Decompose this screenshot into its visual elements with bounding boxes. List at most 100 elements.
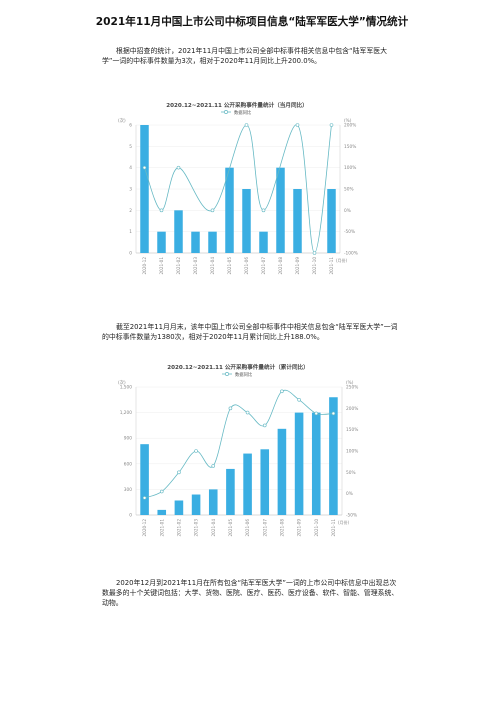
chart-cumulative: 2020.12~2021.11 公开采购事件量统计（累计同比） 数据同比 (次) (…: [112, 360, 364, 540]
x-tick-label: 2021-04: [211, 519, 216, 537]
x-tick-label: 2021-05: [228, 519, 233, 537]
x-axis-unit: (月份): [338, 519, 350, 525]
bar: [294, 412, 304, 515]
x-tick-label: 2021-11: [331, 519, 336, 537]
y-tick-label: 900: [124, 436, 132, 442]
chart-monthly: 2020.12~2021.11 公开采购事件量统计（当月同比） 数据同比 (次) (…: [112, 98, 362, 278]
document-title: 2021年11月中国上市公司中标项目信息“陆军军医大学”情况统计: [95, 16, 409, 28]
x-tick-label: 2021-08: [279, 519, 284, 537]
y-tick-label: 1,200: [120, 410, 133, 416]
x-tick-label: 2021-11: [329, 257, 334, 275]
legend-label: 数据同比: [235, 371, 253, 378]
y2-tick-label: 50%: [346, 470, 356, 476]
legend-label: 数据同比: [234, 109, 252, 116]
y-tick-label: 6: [129, 123, 132, 129]
growth-point: [280, 389, 284, 394]
legend-marker: [224, 110, 228, 114]
x-tick-label: 2021-04: [210, 257, 215, 275]
x-tick-label: 2021-01: [159, 257, 164, 275]
bar: [276, 167, 285, 253]
y2-tick-label: -50%: [346, 513, 357, 519]
y2-tick-label: 200%: [344, 123, 356, 129]
bar: [157, 509, 167, 515]
y2-tick-label: 50%: [344, 187, 354, 193]
y2-tick-label: 0%: [346, 491, 353, 497]
bar: [140, 444, 149, 515]
growth-point: [210, 208, 215, 213]
growth-point: [329, 123, 334, 127]
y2-tick-label: 150%: [346, 427, 358, 433]
legend-marker: [225, 372, 229, 376]
x-tick-label: 2021-09: [297, 519, 302, 537]
y-tick-label: 2: [129, 208, 132, 214]
x-tick-label: 2021-01: [159, 519, 164, 537]
chart-cumulative-title: 2020.12~2021.11 公开采购事件量统计（累计同比）: [167, 365, 309, 371]
left-axis-unit: (次): [118, 379, 126, 386]
growth-point: [211, 464, 216, 468]
growth-point: [331, 411, 336, 416]
bar: [226, 468, 235, 515]
y-tick-label: 3: [129, 187, 132, 193]
bar: [191, 231, 200, 253]
growth-point: [142, 496, 147, 500]
bar: [327, 189, 336, 253]
x-tick-label: 2020-12: [142, 519, 147, 537]
x-tick-label: 2021-05: [227, 257, 232, 275]
x-tick-label: 2021-02: [176, 519, 181, 537]
growth-point: [245, 410, 250, 415]
y-tick-label: 1: [129, 229, 132, 235]
paragraph-1: 根据中招查的统计，2021年11月中国上市公司全部中标事件相关信息中包含“陆军军…: [102, 47, 388, 65]
growth-point: [176, 165, 181, 170]
left-axis-unit: (次): [118, 117, 126, 124]
right-axis-unit: (%): [344, 118, 352, 124]
x-tick-label: 2021-10: [314, 519, 319, 537]
y-tick-label: 300: [124, 487, 132, 493]
bar: [208, 489, 218, 515]
growth-point: [295, 123, 300, 127]
x-tick-label: 2021-09: [295, 257, 300, 275]
growth-point: [228, 406, 233, 411]
growth-point: [314, 411, 319, 416]
growth-point: [297, 397, 301, 402]
bar: [242, 189, 251, 253]
paragraph-3: 2020年12月到2021年11月在所有包含“陆军军医大学”一词的上市公司中标信…: [102, 579, 399, 607]
bar: [260, 449, 270, 515]
bar: [157, 231, 166, 253]
bar: [208, 231, 217, 253]
bar: [259, 231, 268, 253]
chart-monthly-title: 2020.12~2021.11 公开采购事件量统计（当月同比）: [166, 103, 308, 109]
y2-tick-label: 250%: [346, 385, 358, 391]
growth-point: [177, 470, 181, 475]
bar: [174, 210, 183, 253]
growth-point: [244, 123, 249, 127]
chart-monthly-svg: 数据同比 (次) (%) 0 1 2 3 4 5 6 -100% -50% 0% 50% 100% 150% 2…: [118, 109, 358, 275]
growth-point: [194, 449, 198, 453]
growth-line: [144, 124, 332, 254]
x-tick-label: 2021-03: [194, 519, 199, 537]
growth-point: [312, 251, 317, 255]
x-tick-label: 2020-12: [142, 257, 147, 275]
bar: [293, 189, 302, 253]
chart-cumulative-svg: 数据同比 (次) (%) 0 300 600 900 1,200 1,500 -50% 0% 50% 1…: [118, 371, 358, 537]
bar: [243, 453, 252, 515]
x-tick-label: 2021-03: [193, 257, 198, 275]
growth-point: [261, 208, 266, 213]
growth-point: [142, 165, 147, 170]
bar: [174, 500, 184, 515]
bar: [277, 428, 287, 515]
bar: [329, 397, 338, 515]
bar: [140, 125, 149, 253]
right-axis-unit: (%): [346, 380, 354, 386]
x-tick-label: 2021-07: [261, 257, 266, 275]
x-tick-label: 2021-10: [312, 257, 317, 275]
y2-tick-label: -100%: [344, 251, 358, 257]
x-tick-label: 2021-02: [176, 257, 181, 275]
growth-line: [144, 389, 334, 499]
y2-tick-label: -50%: [344, 229, 355, 235]
growth-point: [159, 489, 164, 494]
growth-point: [159, 208, 164, 213]
x-axis-unit: (月份): [336, 257, 348, 263]
y-tick-label: 4: [129, 165, 132, 171]
x-tick-label: 2021-06: [244, 257, 249, 275]
bar: [191, 494, 201, 515]
